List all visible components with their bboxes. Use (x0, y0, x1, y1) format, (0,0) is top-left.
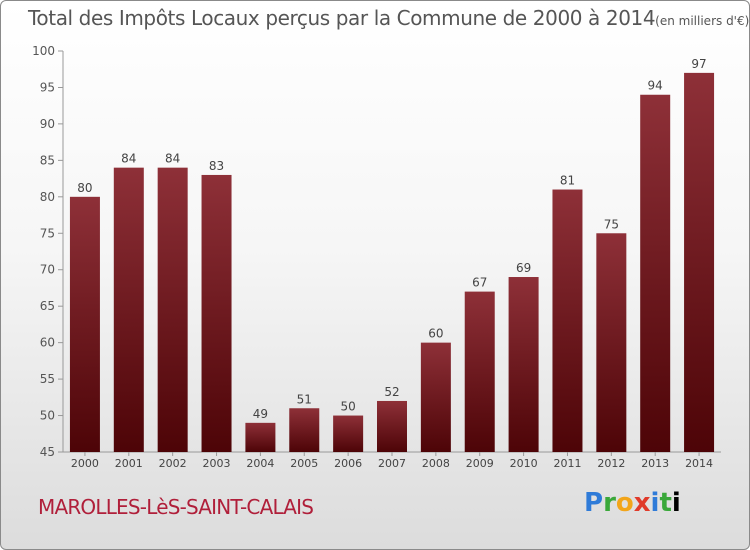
bar (333, 415, 364, 452)
logo-letter: P (584, 488, 604, 518)
x-tick-label: 2001 (115, 457, 143, 470)
data-label: 52 (384, 385, 399, 399)
y-tick-label: 65 (40, 299, 55, 313)
data-label: 81 (560, 174, 575, 188)
y-tick-label: 45 (40, 445, 55, 459)
data-label: 97 (691, 57, 706, 71)
bar (245, 422, 276, 452)
chart-unit: (en milliers d'€) (655, 14, 750, 28)
data-label: 94 (648, 79, 663, 93)
bar (640, 94, 671, 452)
bar (377, 400, 407, 452)
x-tick-label: 2000 (71, 457, 99, 470)
bars (69, 72, 715, 453)
proxiti-logo: Proxiti (584, 488, 681, 518)
data-label: 51 (297, 392, 312, 406)
bar (552, 189, 583, 452)
y-tick-label: 95 (40, 80, 55, 94)
data-label: 60 (428, 327, 443, 341)
data-label: 50 (340, 400, 355, 414)
y-tick-label: 75 (40, 226, 55, 240)
data-label: 49 (253, 407, 268, 421)
x-tick-label: 2014 (685, 457, 713, 470)
data-label: 84 (165, 152, 180, 166)
x-tick-label: 2011 (553, 457, 581, 470)
y-tick-label: 60 (40, 336, 55, 350)
bar (464, 291, 495, 452)
data-label: 83 (209, 159, 224, 173)
data-label: 69 (516, 261, 531, 275)
chart-title-block: Total des Impôts Locaux perçus par la Co… (28, 6, 749, 30)
logo-letter: r (603, 488, 616, 518)
x-tick-label: 2005 (290, 457, 318, 470)
bar (289, 408, 320, 452)
x-tick-label: 2006 (334, 457, 362, 470)
bar (596, 233, 627, 452)
bar (69, 196, 100, 452)
commune-name: MAROLLES-LèS-SAINT-CALAIS (38, 495, 314, 519)
data-label: 84 (121, 152, 136, 166)
data-label: 75 (604, 217, 619, 231)
x-tick-label: 2013 (641, 457, 669, 470)
bar (113, 167, 144, 452)
y-tick-label: 50 (40, 409, 55, 423)
data-label: 67 (472, 276, 487, 290)
y-tick-label: 55 (40, 372, 55, 386)
x-tick-label: 2003 (203, 457, 231, 470)
bar (157, 167, 188, 452)
bar (201, 174, 232, 453)
y-tick-label: 85 (40, 153, 55, 167)
x-tick-label: 2002 (159, 457, 187, 470)
x-tick-label: 2012 (597, 457, 625, 470)
x-tick-label: 2008 (422, 457, 450, 470)
y-tick-label: 80 (40, 190, 55, 204)
x-tick-label: 2009 (466, 457, 494, 470)
x-tick-label: 2010 (510, 457, 538, 470)
bar (684, 72, 715, 452)
chart-title: Total des Impôts Locaux perçus par la Co… (28, 6, 656, 30)
bar (508, 277, 539, 452)
logo-letter: o (615, 488, 634, 518)
labels: 80 2000 84 2001 84 2002 83 2003 49 2004 51 2005 50 20… (71, 57, 713, 470)
y-tick-label: 90 (40, 117, 55, 131)
data-label: 80 (77, 181, 92, 195)
logo-letter: i (650, 488, 660, 518)
y-tick-label: 100 (32, 44, 55, 58)
bar (420, 342, 451, 452)
logo-letter: t (659, 488, 672, 518)
logo-letter: i (671, 488, 681, 518)
y-tick-label: 70 (40, 263, 55, 277)
logo-letter: x (633, 488, 651, 518)
x-tick-label: 2007 (378, 457, 406, 470)
x-tick-label: 2004 (246, 457, 274, 470)
axes: 45 50 55 60 65 70 75 80 85 90 95 100 (32, 44, 721, 459)
